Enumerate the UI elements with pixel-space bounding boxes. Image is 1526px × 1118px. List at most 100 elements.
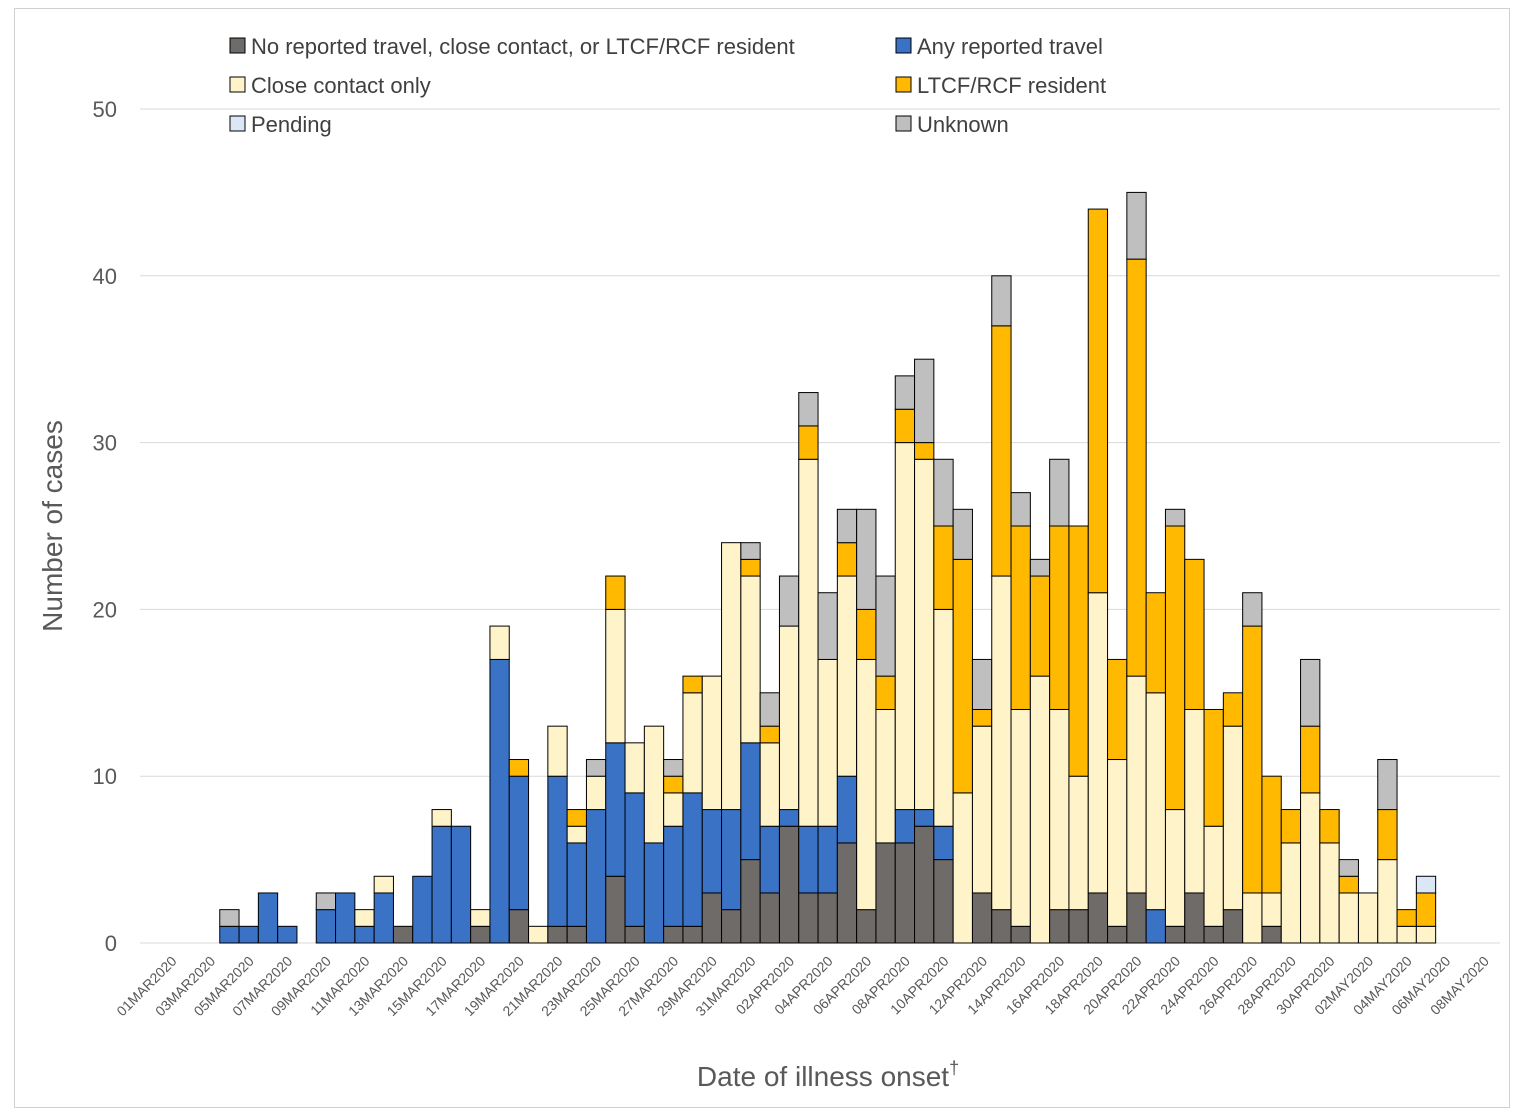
bar-segment (1126, 191, 1147, 260)
x-axis-title: Date of illness onset† (697, 1058, 959, 1092)
bar-segment (1184, 708, 1205, 894)
bar-segment (856, 909, 877, 944)
bar-segment (1010, 925, 1031, 944)
bar-segment (856, 608, 877, 660)
bar-segment (643, 842, 665, 944)
bar-segment (991, 575, 1012, 911)
bar-segment (1203, 925, 1224, 944)
bar-segment (1145, 909, 1166, 944)
bar-segment (605, 742, 626, 877)
legend-label: Pending (251, 112, 332, 137)
bar-segment (894, 442, 916, 811)
bar-segment (817, 592, 838, 660)
legend-label: Any reported travel (917, 34, 1103, 59)
bar-segment (1087, 892, 1109, 944)
bar-segment (759, 692, 780, 727)
bar-segment (257, 892, 279, 944)
bar-segment (663, 825, 684, 927)
bar-segment (354, 925, 375, 944)
bar-segment (1145, 592, 1166, 694)
bar-segment (1010, 492, 1031, 527)
bar-segment (1203, 708, 1224, 827)
bar-segment (991, 909, 1012, 944)
bar-segment (933, 825, 954, 861)
bar-segment (585, 775, 607, 811)
bar-segment (798, 825, 819, 894)
bar-segment (315, 909, 337, 944)
bar-segment (605, 575, 626, 610)
bar-segment (933, 525, 954, 610)
bar-segment (1184, 892, 1205, 944)
bar-segment (721, 809, 742, 911)
legend-swatch (895, 37, 912, 54)
bar-segment (971, 708, 993, 727)
bar-segment (508, 775, 530, 911)
bar-segment (875, 842, 896, 944)
bar-segment (933, 608, 954, 827)
y-tick-label: 30 (93, 431, 117, 456)
legend-label: LTCF/RCF resident (917, 73, 1106, 98)
bar-segment (1087, 208, 1109, 594)
bar-segment (759, 725, 780, 744)
bar-segment (663, 775, 684, 794)
bar-segment (585, 759, 607, 777)
bar-segment (740, 575, 761, 744)
bar-segment (1049, 708, 1070, 911)
bar-segment (392, 925, 414, 944)
bar-segment (682, 925, 703, 944)
bar-segment (778, 575, 800, 627)
bar-segment (1242, 892, 1263, 944)
bar-segment (1261, 925, 1282, 944)
bar-segment (1300, 792, 1321, 944)
bar-segment (914, 825, 935, 944)
bar-segment (701, 675, 723, 811)
y-axis-ticks: 0 10 20 30 40 50 (93, 97, 117, 956)
bar-segment (914, 809, 935, 827)
bar-segment (914, 458, 935, 811)
bar-segment (605, 608, 626, 744)
bar-segment (778, 809, 800, 827)
bar-segment (663, 925, 684, 944)
bar-segment (991, 325, 1012, 577)
bar-segment (566, 825, 587, 844)
bar-segment (219, 925, 240, 944)
bar-segment (971, 892, 993, 944)
bar-segment (817, 892, 838, 944)
bar-segment (1049, 458, 1070, 527)
bar-segment (1319, 809, 1340, 844)
bar-segment (373, 875, 394, 894)
bar-segment (894, 408, 916, 444)
bar-segment (894, 809, 916, 844)
bar-segment (1203, 825, 1224, 927)
bar-segment (1164, 809, 1186, 927)
bar-segment (1377, 859, 1398, 944)
bar-segment (914, 358, 935, 444)
bar-segment (875, 708, 896, 844)
bar-segment (1396, 909, 1417, 927)
x-axis-title-text: Date of illness onset (697, 1061, 949, 1092)
bar-segment (1415, 875, 1437, 894)
bar-segment (238, 925, 259, 944)
bar-segment (1087, 592, 1109, 894)
bar-segment (1145, 692, 1166, 911)
y-tick-label: 50 (93, 97, 117, 122)
bar-segment (701, 892, 723, 944)
bar-segment (682, 675, 703, 694)
bar-segment (663, 759, 684, 777)
legend-swatch (229, 76, 246, 93)
bar-segment (1338, 875, 1359, 894)
legend-swatch (229, 37, 246, 54)
bar-segment (547, 775, 568, 927)
legend-label: Unknown (917, 112, 1009, 137)
bar-segment (914, 442, 935, 460)
bar-segment (315, 892, 337, 911)
bar-segment (1049, 525, 1070, 710)
bar-segment (489, 658, 510, 944)
bar-segment (971, 725, 993, 894)
bar-segment (508, 759, 530, 777)
bar-segment (1377, 809, 1398, 861)
bar-segment (354, 909, 375, 927)
bar-segment (1029, 675, 1051, 944)
bar-segment (1338, 892, 1359, 944)
